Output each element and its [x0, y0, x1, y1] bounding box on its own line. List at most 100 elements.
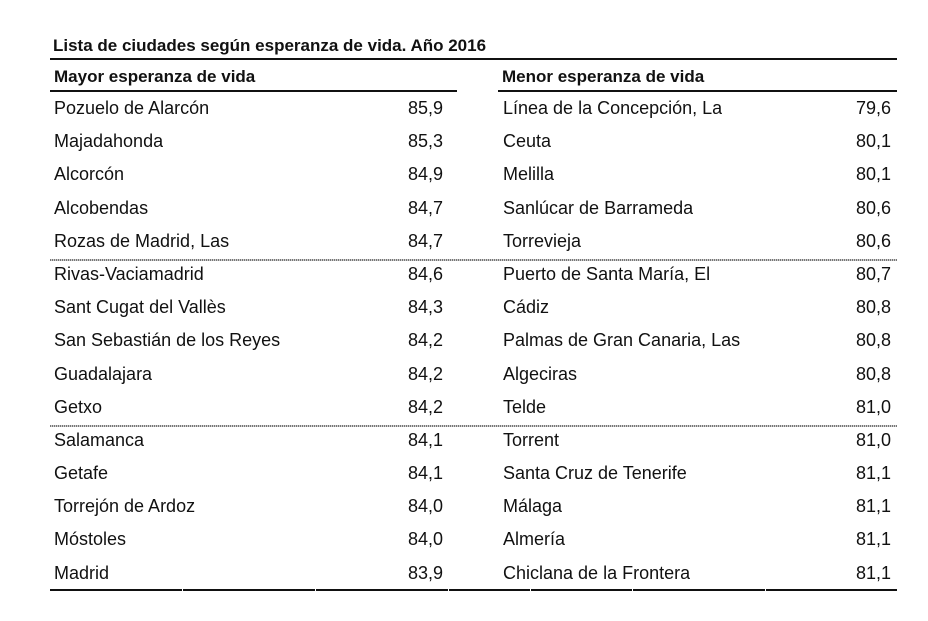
city-name: Getxo	[54, 396, 103, 417]
table-row: Alcorcón 84,9	[50, 158, 457, 191]
life-expectancy-value: 80,6	[855, 197, 891, 218]
life-expectancy-value: 84,7	[407, 230, 443, 251]
table-row: Melilla 80,1	[498, 158, 897, 191]
lowest-life-expectancy-column: Menor esperanza de vida Línea de la Conc…	[498, 60, 897, 590]
city-name: Algeciras	[503, 363, 578, 384]
city-name: Melilla	[503, 164, 555, 185]
table-row: Chiclana de la Frontera 81,1	[498, 557, 897, 590]
table-row: Telde 81,0	[498, 391, 897, 424]
city-name: Getafe	[54, 463, 109, 484]
city-name: Rivas-Vaciamadrid	[54, 263, 204, 284]
life-expectancy-value: 80,7	[855, 263, 891, 284]
table-row: Guadalajara 84,2	[50, 358, 457, 391]
life-expectancy-value: 81,1	[855, 496, 891, 517]
city-name: Chiclana de la Frontera	[503, 562, 691, 583]
life-expectancy-value: 80,6	[855, 230, 891, 251]
table-row: Torrent 81,0	[498, 424, 897, 457]
city-name: Palmas de Gran Canaria, Las	[503, 330, 741, 351]
life-expectancy-value: 81,0	[855, 396, 891, 417]
city-name: Móstoles	[54, 529, 127, 550]
city-name: Puerto de Santa María, El	[503, 263, 711, 284]
row-list: Pozuelo de Alarcón 85,9 Majadahonda 85,3 Alc…	[50, 92, 457, 590]
city-name: Telde	[503, 396, 547, 417]
life-expectancy-value: 81,1	[855, 463, 891, 484]
life-expectancy-value: 80,8	[855, 330, 891, 351]
table-row: Torrejón de Ardoz 84,0	[50, 490, 457, 523]
column-header: Mayor esperanza de vida	[50, 60, 457, 92]
table-row: Pozuelo de Alarcón 85,9	[50, 92, 457, 125]
table-row: Madrid 83,9	[50, 557, 457, 590]
life-expectancy-value: 81,1	[855, 529, 891, 550]
table-row: San Sebastián de los Reyes 84,2	[50, 324, 457, 357]
table-row: Algeciras 80,8	[498, 358, 897, 391]
life-expectancy-value: 84,3	[407, 297, 443, 318]
table-row: Palmas de Gran Canaria, Las 80,8	[498, 324, 897, 357]
city-name: Cádiz	[503, 297, 550, 318]
table-row: Ceuta 80,1	[498, 125, 897, 158]
city-name: Rozas de Madrid, Las	[54, 230, 230, 251]
group-separator	[50, 425, 897, 427]
city-name: Almería	[503, 529, 566, 550]
city-name: Alcorcón	[54, 164, 125, 185]
bottom-rule	[50, 589, 897, 591]
table-row: Málaga 81,1	[498, 490, 897, 523]
table-row: Rozas de Madrid, Las 84,7	[50, 225, 457, 258]
life-expectancy-value: 80,8	[855, 363, 891, 384]
life-expectancy-value: 80,1	[855, 131, 891, 152]
table-row: Getxo 84,2	[50, 391, 457, 424]
life-expectancy-value: 84,7	[407, 197, 443, 218]
life-expectancy-value: 84,0	[407, 496, 443, 517]
table-row: Getafe 84,1	[50, 457, 457, 490]
row-list: Línea de la Concepción, La 79,6 Ceuta 80,1 M…	[498, 92, 897, 590]
city-name: San Sebastián de los Reyes	[54, 330, 281, 351]
table-row: Sant Cugat del Vallès 84,3	[50, 291, 457, 324]
city-name: Madrid	[54, 562, 110, 583]
life-expectancy-value: 84,2	[407, 363, 443, 384]
city-name: Málaga	[503, 496, 563, 517]
table-row: Alcobendas 84,7	[50, 192, 457, 225]
life-expectancy-value: 85,3	[407, 131, 443, 152]
title-rule	[50, 58, 897, 60]
city-name: Alcobendas	[54, 197, 149, 218]
city-name: Línea de la Concepción, La	[503, 98, 723, 118]
city-name: Ceuta	[503, 131, 552, 152]
city-name: Sant Cugat del Vallès	[54, 297, 226, 318]
life-expectancy-value: 84,2	[407, 396, 443, 417]
table-row: Cádiz 80,8	[498, 291, 897, 324]
life-expectancy-value: 81,0	[855, 429, 891, 450]
table-row: Torrevieja 80,6	[498, 225, 897, 258]
life-expectancy-value: 84,0	[407, 529, 443, 550]
column-header: Menor esperanza de vida	[498, 60, 897, 92]
life-expectancy-value: 84,9	[407, 164, 443, 185]
city-name: Santa Cruz de Tenerife	[503, 463, 687, 484]
city-name: Torrevieja	[503, 230, 582, 251]
life-expectancy-value: 80,1	[855, 164, 891, 185]
table-row: Almería 81,1	[498, 523, 897, 556]
city-name: Sanlúcar de Barrameda	[503, 197, 694, 218]
city-name: Pozuelo de Alarcón	[54, 98, 210, 118]
city-name: Torrent	[503, 429, 560, 450]
life-expectancy-value: 84,2	[407, 330, 443, 351]
city-name: Guadalajara	[54, 363, 153, 384]
life-expectancy-value: 79,6	[855, 98, 891, 118]
highest-life-expectancy-column: Mayor esperanza de vida Pozuelo de Alarc…	[50, 60, 457, 590]
life-expectancy-value: 84,1	[407, 463, 443, 484]
city-name: Salamanca	[54, 429, 145, 450]
table-title: Lista de ciudades según esperanza de vid…	[53, 36, 487, 55]
life-expectancy-value: 80,8	[855, 297, 891, 318]
table-row: Móstoles 84,0	[50, 523, 457, 556]
city-name: Torrejón de Ardoz	[54, 496, 196, 517]
life-expectancy-value: 83,9	[407, 562, 443, 583]
table-row: Línea de la Concepción, La 79,6	[498, 92, 897, 125]
group-separator	[50, 259, 897, 261]
life-expectancy-value: 81,1	[855, 562, 891, 583]
table-row: Majadahonda 85,3	[50, 125, 457, 158]
life-expectancy-value: 85,9	[407, 98, 443, 118]
table-row: Salamanca 84,1	[50, 424, 457, 457]
city-name: Majadahonda	[54, 131, 164, 152]
table-row: Sanlúcar de Barrameda 80,6	[498, 192, 897, 225]
table-row: Santa Cruz de Tenerife 81,1	[498, 457, 897, 490]
table-row: Rivas-Vaciamadrid 84,6	[50, 258, 457, 291]
life-expectancy-value: 84,1	[407, 429, 443, 450]
table-row: Puerto de Santa María, El 80,7	[498, 258, 897, 291]
